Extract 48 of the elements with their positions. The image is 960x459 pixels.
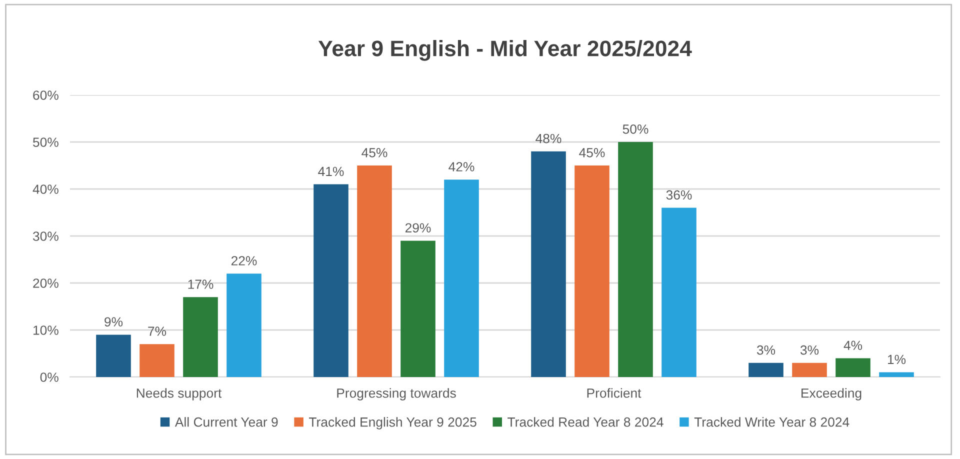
- data-label: 36%: [666, 190, 692, 200]
- data-label: 45%: [362, 148, 388, 158]
- legend-label: Tracked English Year 9 2025: [308, 417, 476, 430]
- data-label: 50%: [622, 124, 648, 134]
- data-label: 7%: [148, 326, 166, 336]
- y-tick-label: 0%: [40, 372, 58, 382]
- bar: [96, 334, 131, 377]
- data-label: 3%: [756, 345, 776, 355]
- bar: [140, 344, 174, 377]
- bar: [357, 166, 392, 377]
- data-label: 22%: [231, 256, 257, 266]
- y-tick-label: 60%: [33, 90, 58, 100]
- y-tick-label: 50%: [33, 138, 58, 147]
- y-tick-label: 40%: [32, 184, 58, 194]
- data-label: 9%: [104, 317, 123, 327]
- x-tick-label: Progressing towards: [337, 388, 456, 400]
- y-tick-label: 20%: [33, 278, 58, 288]
- bar: [226, 274, 262, 377]
- bar: [792, 362, 827, 377]
- bar: [531, 151, 566, 377]
- bar: [662, 208, 696, 377]
- x-tick-label: Needs support: [136, 388, 222, 400]
- data-label: 29%: [405, 223, 431, 233]
- y-tick-label: 10%: [33, 326, 58, 335]
- data-label: 45%: [579, 148, 605, 158]
- data-label: 1%: [888, 354, 906, 364]
- bar: [618, 142, 653, 377]
- bar: [314, 184, 348, 377]
- x-tick-label: Exceeding: [802, 388, 862, 400]
- data-label: 4%: [844, 340, 862, 350]
- bar: [879, 372, 914, 377]
- bar: [183, 297, 218, 377]
- y-tick-label: 30%: [32, 232, 58, 241]
- bar: [400, 240, 436, 377]
- chart-title: Year 9 English - Mid Year 2025/2024: [318, 40, 692, 61]
- legend-label: All Current Year 9: [174, 417, 278, 427]
- bar: [574, 166, 610, 377]
- data-label: 48%: [536, 134, 562, 144]
- legend-label: Tracked Read Year 8 2024: [508, 417, 664, 427]
- x-tick-label: Proficient: [587, 388, 642, 398]
- data-label: 3%: [800, 345, 819, 355]
- data-label: 17%: [188, 280, 214, 289]
- bar: [444, 180, 479, 377]
- data-label: 41%: [318, 166, 344, 176]
- bar: [836, 358, 870, 377]
- legend-label: Tracked Write Year 8 2024: [694, 417, 850, 427]
- data-label: 42%: [448, 162, 474, 172]
- bar: [748, 362, 784, 377]
